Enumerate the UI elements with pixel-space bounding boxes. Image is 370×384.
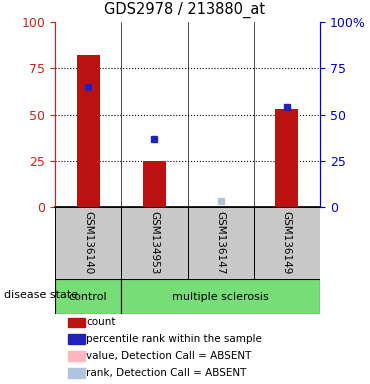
Bar — [143, 161, 166, 207]
Bar — [55, 279, 121, 314]
Bar — [254, 207, 320, 279]
Bar — [275, 109, 299, 207]
Text: control: control — [69, 291, 107, 301]
Bar — [68, 351, 85, 361]
Bar — [68, 334, 85, 344]
Text: GSM136149: GSM136149 — [282, 211, 292, 275]
Text: disease state: disease state — [4, 290, 78, 300]
Bar — [55, 207, 121, 279]
Bar — [68, 368, 85, 378]
Bar — [188, 207, 254, 279]
Text: GSM134953: GSM134953 — [149, 211, 159, 275]
Text: GSM136147: GSM136147 — [216, 211, 226, 275]
Bar — [77, 55, 100, 207]
Bar — [121, 207, 188, 279]
Text: percentile rank within the sample: percentile rank within the sample — [87, 334, 262, 344]
Text: rank, Detection Call = ABSENT: rank, Detection Call = ABSENT — [87, 368, 247, 378]
Text: value, Detection Call = ABSENT: value, Detection Call = ABSENT — [87, 351, 252, 361]
Text: count: count — [87, 318, 116, 328]
Text: GDS2978 / 213880_at: GDS2978 / 213880_at — [104, 2, 266, 18]
Bar — [121, 279, 320, 314]
Text: multiple sclerosis: multiple sclerosis — [172, 291, 269, 301]
Text: GSM136140: GSM136140 — [83, 211, 93, 275]
Bar — [68, 318, 85, 327]
